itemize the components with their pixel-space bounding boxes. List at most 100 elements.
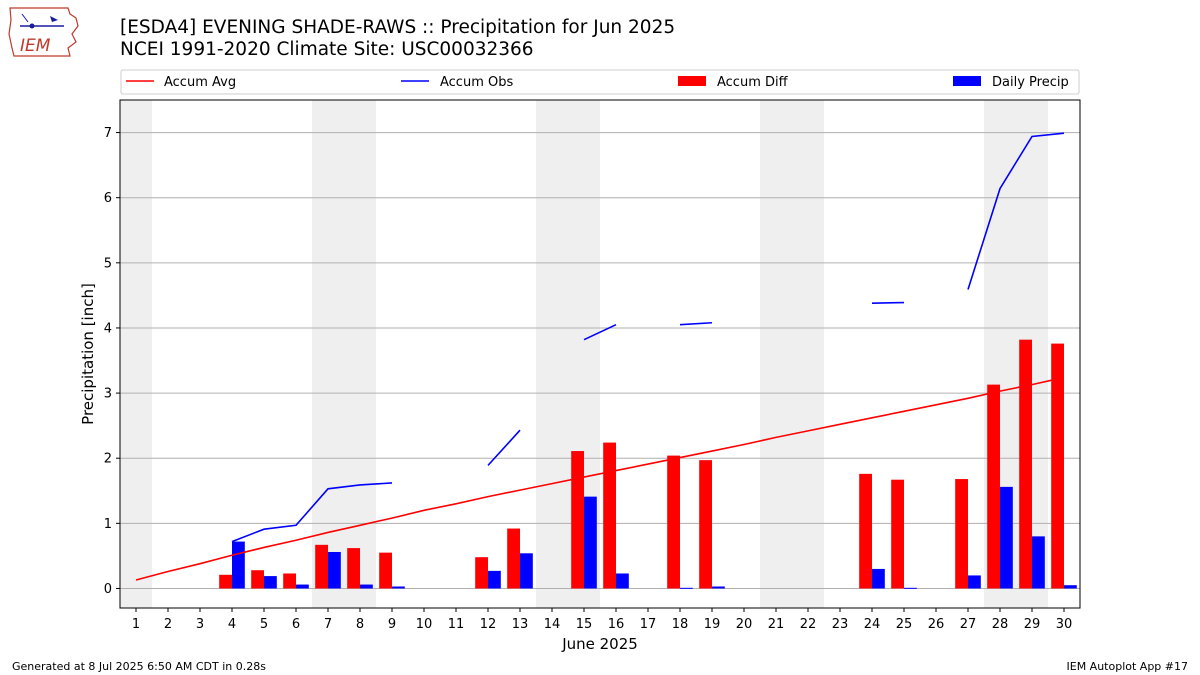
x-tick-label-3: 3 xyxy=(196,617,204,632)
diff-bar-27 xyxy=(955,479,968,589)
weekend-shade-8 xyxy=(344,100,376,608)
iem-logo: IEM xyxy=(6,4,82,64)
accum-avg-line xyxy=(135,376,1065,581)
legend-daily-swatch xyxy=(953,76,981,86)
x-tick-label-17: 17 xyxy=(640,617,657,632)
daily-bar-12 xyxy=(488,570,501,589)
x-tick-label-25: 25 xyxy=(896,617,913,632)
x-tick-label-2: 2 xyxy=(164,617,172,632)
daily-bar-29 xyxy=(1032,536,1045,589)
x-tick-label-13: 13 xyxy=(512,617,529,632)
x-tick-label-18: 18 xyxy=(672,617,689,632)
x-tick-label-22: 22 xyxy=(800,617,817,632)
y-tick-label-7: 7 xyxy=(104,126,112,141)
diff-bar-18 xyxy=(667,455,680,589)
daily-bar-19 xyxy=(712,586,725,589)
y-tick-label-5: 5 xyxy=(104,256,112,271)
legend-obs-label: Accum Obs xyxy=(440,75,513,90)
daily-bar-18 xyxy=(680,587,693,589)
series-lines xyxy=(135,132,1065,581)
x-tick-label-9: 9 xyxy=(388,617,396,632)
x-tick-label-8: 8 xyxy=(356,617,364,632)
diff-bar-6 xyxy=(283,573,296,589)
legend-box xyxy=(120,69,1080,95)
diff-bar-28 xyxy=(987,384,1000,589)
diff-bar-29 xyxy=(1019,339,1032,589)
accum-obs-line-3 xyxy=(679,321,713,326)
weekend-shade-21 xyxy=(760,100,792,608)
accum-obs-line-2 xyxy=(583,323,617,341)
daily-bar-6 xyxy=(296,584,309,589)
y-tick-label-4: 4 xyxy=(104,321,112,336)
daily-bar-30 xyxy=(1064,585,1077,589)
diff-bar-13 xyxy=(507,528,520,589)
weekend-shade-14 xyxy=(536,100,568,608)
diff-bar-25 xyxy=(891,479,904,589)
x-tick-label-29: 29 xyxy=(1024,617,1041,632)
x-tick-label-1: 1 xyxy=(132,617,140,632)
diff-bar-12 xyxy=(475,557,488,589)
chart-subtitle: NCEI 1991-2020 Climate Site: USC00032366 xyxy=(120,39,534,60)
daily-bar-16 xyxy=(616,573,629,589)
daily-bar-5 xyxy=(264,576,277,589)
accum-obs-line-0 xyxy=(231,482,393,543)
x-axis-label: June 2025 xyxy=(561,635,638,653)
chart-title: [ESDA4] EVENING SHADE-RAWS :: Precipitat… xyxy=(120,17,676,38)
x-tick-label-15: 15 xyxy=(576,617,593,632)
x-tick-label-16: 16 xyxy=(608,617,625,632)
grid-lines xyxy=(120,132,1080,589)
x-tick-label-30: 30 xyxy=(1056,617,1073,632)
daily-bar-7 xyxy=(328,551,341,589)
x-tick-label-28: 28 xyxy=(992,617,1009,632)
diff-bar-7 xyxy=(315,544,328,589)
daily-bar-24 xyxy=(872,568,885,589)
daily-bar-28 xyxy=(1000,486,1013,589)
x-tick-label-6: 6 xyxy=(292,617,300,632)
diff-bar-8 xyxy=(347,548,360,589)
bars xyxy=(219,339,1077,589)
x-tick-label-20: 20 xyxy=(736,617,753,632)
diff-bar-15 xyxy=(571,451,584,589)
legend-avg-label: Accum Avg xyxy=(164,75,236,90)
svg-text:IEM: IEM xyxy=(20,36,51,56)
x-tick-label-5: 5 xyxy=(260,617,268,632)
weekend-shade-1 xyxy=(120,100,152,608)
x-tick-label-26: 26 xyxy=(928,617,945,632)
x-tick-label-14: 14 xyxy=(544,617,561,632)
diff-bar-19 xyxy=(699,460,712,589)
daily-bar-15 xyxy=(584,496,597,589)
diff-bar-4 xyxy=(219,574,232,589)
x-tick-label-24: 24 xyxy=(864,617,881,632)
chart-title-block: [ESDA4] EVENING SHADE-RAWS :: Precipitat… xyxy=(120,17,675,61)
x-tick-label-11: 11 xyxy=(448,617,465,632)
daily-bar-9 xyxy=(392,586,405,589)
x-tick-label-23: 23 xyxy=(832,617,849,632)
x-tick-label-4: 4 xyxy=(228,617,236,632)
y-tick-label-1: 1 xyxy=(104,517,112,532)
y-axis-label: Precipitation [inch] xyxy=(79,283,97,425)
daily-bar-13 xyxy=(520,553,533,589)
x-tick-label-7: 7 xyxy=(324,617,332,632)
daily-bar-8 xyxy=(360,584,373,589)
x-tick-label-12: 12 xyxy=(480,617,497,632)
footer-generated: Generated at 8 Jul 2025 6:50 AM CDT in 0… xyxy=(12,660,266,673)
diff-bar-5 xyxy=(251,570,264,589)
accum-obs-line-4 xyxy=(871,301,905,304)
daily-bar-4 xyxy=(232,541,245,589)
accum-obs-line-1 xyxy=(487,429,521,466)
weekend-shade-22 xyxy=(792,100,824,608)
diff-bar-30 xyxy=(1051,343,1064,589)
daily-bar-25 xyxy=(904,587,917,589)
x-tick-label-27: 27 xyxy=(960,617,977,632)
y-tick-label-3: 3 xyxy=(104,387,112,402)
x-tick-label-10: 10 xyxy=(416,617,433,632)
legend: Accum Avg Accum Obs Accum Diff Daily Pre… xyxy=(120,69,1080,95)
legend-diff-swatch xyxy=(678,76,706,86)
footer-app: IEM Autoplot App #17 xyxy=(1066,660,1189,673)
legend-daily-label: Daily Precip xyxy=(992,75,1069,90)
accum-obs-line-5 xyxy=(967,132,1065,290)
y-tick-label-0: 0 xyxy=(104,582,112,597)
x-tick-label-19: 19 xyxy=(704,617,721,632)
